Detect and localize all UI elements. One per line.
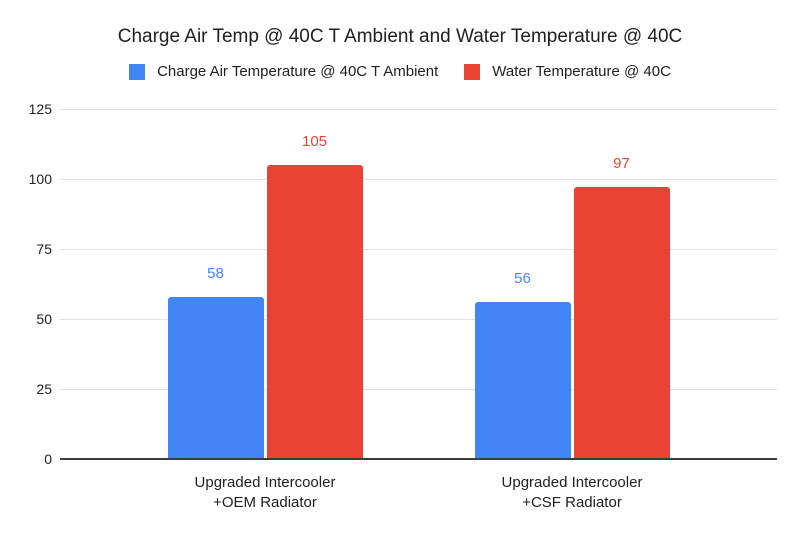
- bar-water-group1: [266, 165, 363, 459]
- y-tick-label: 100: [28, 171, 52, 187]
- x-category-label-line: +CSF Radiator: [522, 494, 622, 511]
- legend-swatch-red-icon: [464, 63, 481, 80]
- bar-value-label: 105: [301, 133, 328, 150]
- gridline: [60, 249, 777, 250]
- y-tick-label: 0: [44, 451, 52, 467]
- y-tick-label: 50: [36, 311, 52, 327]
- legend-swatch-blue-icon: [129, 63, 146, 80]
- gridline: [60, 109, 777, 110]
- x-axis-line: [60, 458, 777, 460]
- x-category-label-line: +OEM Radiator: [213, 494, 317, 511]
- bar-water-group2: [573, 187, 670, 459]
- legend-label-charge-air: Charge Air Temperature @ 40C T Ambient: [157, 63, 439, 80]
- chart-title: Charge Air Temp @ 40C T Ambient and Wate…: [117, 26, 683, 47]
- y-tick-label: 25: [36, 381, 52, 397]
- legend-item-charge-air: Charge Air Temperature @ 40C T Ambient: [129, 63, 438, 80]
- gridline: [60, 389, 777, 390]
- gridline: [60, 319, 777, 320]
- x-category-label: Upgraded Intercooler +CSF Radiator: [457, 473, 687, 513]
- bar-value-label: 56: [514, 270, 531, 288]
- bar-charge-air-group2: [474, 302, 571, 459]
- y-tick-label: 75: [36, 241, 52, 257]
- legend-item-water: Water Temperature @ 40C: [464, 63, 671, 80]
- gridline: [60, 179, 777, 180]
- bar-charge-air-group1: [167, 296, 264, 459]
- bar-value-label: 58: [207, 264, 224, 282]
- legend: Charge Air Temperature @ 40C T Ambient W…: [0, 63, 800, 80]
- legend-label-water: Water Temperature @ 40C: [492, 63, 671, 80]
- x-category-label-line: Upgraded Intercooler: [501, 474, 643, 491]
- y-tick-label: 125: [28, 101, 52, 117]
- bar-value-label: 97: [613, 155, 630, 173]
- x-category-label-line: Upgraded Intercooler: [194, 474, 336, 491]
- x-category-label: Upgraded Intercooler +OEM Radiator: [150, 473, 380, 513]
